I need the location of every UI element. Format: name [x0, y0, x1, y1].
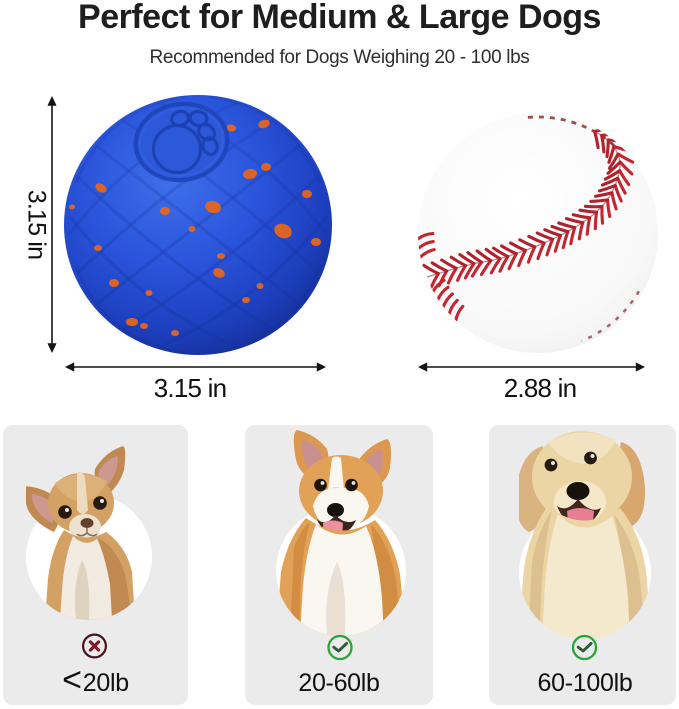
svg-text:3.15 in: 3.15 in [154, 373, 226, 403]
svg-text:3.15 in: 3.15 in [23, 190, 51, 259]
svg-text:2.88 in: 2.88 in [504, 373, 576, 403]
